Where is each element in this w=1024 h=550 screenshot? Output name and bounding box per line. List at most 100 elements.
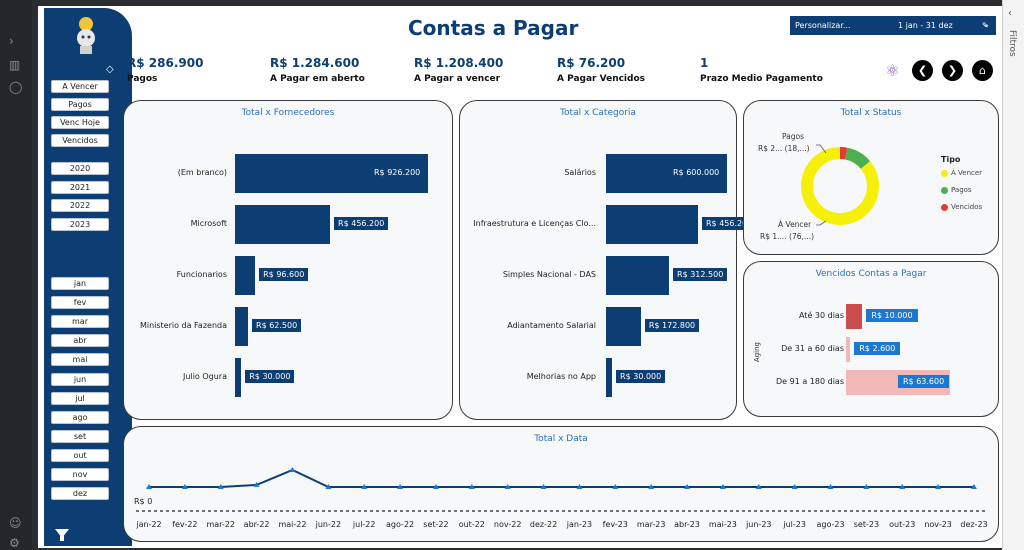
legend-label: À Vencer <box>951 169 983 177</box>
aging-category: De 31 a 60 dias <box>781 344 844 353</box>
x-tick-label: jan-23 <box>566 520 593 529</box>
status-donut: Pagos R$ 2... (18,...) À Vencer R$ 1.... (7… <box>758 132 879 241</box>
legend-item[interactable]: Vencidos <box>941 203 982 211</box>
year-button[interactable]: 2020 <box>51 162 109 175</box>
data-title: Total x Data <box>534 434 588 444</box>
x-tick-label: jan-22 <box>136 520 162 529</box>
x-tick-label: ago-22 <box>386 520 415 529</box>
year-button[interactable]: 2021 <box>51 180 109 194</box>
data-label: R$ 62.500 <box>252 319 302 332</box>
bar[interactable] <box>606 256 670 295</box>
data-label: R$ 312.500 <box>673 268 728 281</box>
x-tick-label: ago-23 <box>816 520 845 529</box>
kpi-card: R$ 1.284.600 A Pagar em aberto <box>270 56 365 84</box>
pin-icon[interactable]: ◇ <box>106 64 114 75</box>
chart-icon[interactable]: ▥ <box>9 58 21 72</box>
bar[interactable] <box>606 205 698 244</box>
feedback-icon[interactable]: ☺ <box>9 516 22 530</box>
aging-bar[interactable] <box>846 337 851 362</box>
month-button[interactable]: jun <box>51 372 109 386</box>
settings-icon[interactable]: ⚙ <box>9 536 20 550</box>
data-label: R$ 456.200 <box>702 217 757 230</box>
x-tick-label: jul-22 <box>352 520 376 529</box>
x-tick-label: out-22 <box>458 520 485 529</box>
bar[interactable] <box>606 307 641 346</box>
x-tick-label: abr-23 <box>674 520 700 529</box>
collapse-icon[interactable]: ‹ <box>1008 8 1012 19</box>
chevron-down-icon[interactable]: ⌄ <box>982 20 990 30</box>
kpi-label: Prazo Medio Pagamento <box>700 74 823 84</box>
bar[interactable] <box>235 358 242 397</box>
category-label: Melhorias no App <box>526 372 596 381</box>
bar[interactable] <box>235 256 256 295</box>
year-button[interactable]: 2023 <box>51 217 109 231</box>
data-label: R$ 30.000 <box>616 370 666 383</box>
month-button[interactable]: set <box>51 429 109 443</box>
kpi-value: R$ 286.900 <box>127 56 204 70</box>
app-rail: › ▥ ◯ ☺ ⚙ <box>0 0 32 550</box>
category-label: Salários <box>564 168 596 177</box>
month-button[interactable]: abr <box>51 334 109 348</box>
data-label: R$ 926.200 <box>374 168 421 177</box>
aging-bar[interactable] <box>846 304 863 329</box>
status-card: Total x Status Pagos R$ 2... (18,...) À Ve… <box>743 100 999 255</box>
kpi-label: Pagos <box>127 74 158 84</box>
vencidos-card: Vencidos Contas a Pagar Aging Até 30 dia… <box>743 261 999 417</box>
x-tick-label: set-22 <box>423 520 449 529</box>
bar[interactable] <box>606 154 727 193</box>
donut-slice[interactable] <box>801 147 879 225</box>
categoria-title: Total x Categoria <box>560 108 636 118</box>
user-icon[interactable]: ◯ <box>9 80 23 94</box>
status-button[interactable]: Vencidos <box>51 134 109 147</box>
month-button[interactable]: jan <box>51 277 109 290</box>
month-button[interactable]: mai <box>51 353 109 367</box>
home-icon[interactable]: ⌂ <box>972 60 993 81</box>
aging-data-label: R$ 63.600 <box>898 375 950 388</box>
category-label: Julio Ogura <box>183 372 227 381</box>
x-tick-label: set-23 <box>853 520 880 529</box>
month-button[interactable]: out <box>51 448 109 462</box>
month-button[interactable]: fev <box>51 296 109 310</box>
forward-arrow-icon[interactable]: ❯ <box>942 60 963 81</box>
legend-item[interactable]: Pagos <box>941 186 972 194</box>
annotation-line <box>816 144 827 154</box>
aging-data-label: R$ 2.600 <box>854 342 901 355</box>
x-tick-label: abr-22 <box>243 520 270 529</box>
legend-title: Tipo <box>941 155 961 164</box>
category-label: Adiantamento Salarial <box>507 321 596 330</box>
category-label: Funcionarios <box>176 270 227 279</box>
slicer-panel: ◇ A Vencer Pagos Venc Hoje Vencidos 2020 202… <box>44 8 132 546</box>
filters-pane[interactable]: ‹ Filtros <box>1002 0 1024 550</box>
status-button[interactable]: A Vencer <box>51 80 109 93</box>
vencidos-title: Vencidos Contas a Pagar <box>815 269 927 279</box>
legend-label: Vencidos <box>951 203 983 211</box>
x-tick-label: nov-23 <box>924 520 952 529</box>
aging-category: De 91 a 180 dias <box>776 377 844 386</box>
x-tick-label: dez-23 <box>960 520 988 529</box>
x-tick-label: mai-23 <box>708 520 737 529</box>
network-icon[interactable]: ⚛ <box>885 61 900 80</box>
kpi-card: R$ 76.200 A Pagar Vencidos <box>557 56 645 84</box>
expand-icon[interactable]: › <box>9 34 14 48</box>
month-button[interactable]: mar <box>51 315 109 329</box>
back-arrow-icon[interactable]: ❮ <box>912 60 933 81</box>
fornecedores-card: Total x Fornecedores (Em branco) R$ 926.2… <box>123 100 453 420</box>
month-button[interactable]: jul <box>51 391 109 405</box>
filter-icon[interactable] <box>55 529 69 538</box>
bar[interactable] <box>606 358 613 397</box>
status-button[interactable]: Pagos <box>51 98 109 111</box>
month-button[interactable]: dez <box>51 487 109 501</box>
status-title: Total x Status <box>840 108 902 118</box>
month-button[interactable]: nov <box>51 468 109 481</box>
year-button[interactable]: 2022 <box>51 199 109 212</box>
filters-label: Filtros <box>1007 30 1017 57</box>
legend-item[interactable]: À Vencer <box>941 169 982 177</box>
edit-icon[interactable]: ✎ <box>982 21 989 30</box>
month-button[interactable]: ago <box>51 410 109 424</box>
status-button[interactable]: Venc Hoje <box>51 116 109 129</box>
bar[interactable] <box>235 154 428 193</box>
date-range-slicer[interactable]: Personalizar... 1 jan - 31 dez ✎ ⌄ <box>790 16 996 35</box>
bar[interactable] <box>235 205 331 244</box>
x-tick-label: mai-22 <box>278 520 307 529</box>
bar[interactable] <box>235 307 249 346</box>
